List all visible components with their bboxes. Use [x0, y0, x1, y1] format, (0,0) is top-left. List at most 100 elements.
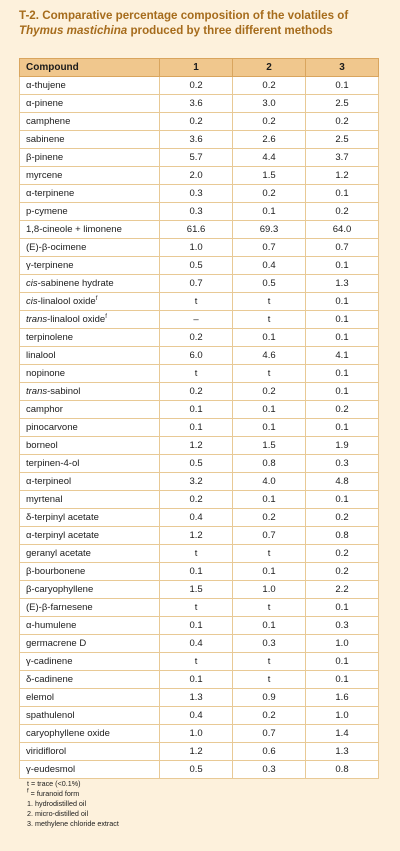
compound-name: spathulenol: [26, 710, 75, 721]
value-cell-method-2: 0.1: [232, 400, 306, 419]
compound-cell: sabinene: [18, 130, 161, 149]
value-cell-method-2: 0.7: [232, 238, 306, 257]
compound-prefix: trans: [26, 386, 48, 397]
value-cell-method-2: 1.5: [232, 436, 306, 455]
compound-cell: cis-sabinene hydrate: [18, 274, 161, 293]
value-cell-method-2: 2.6: [232, 130, 306, 149]
value-cell-method-2: 0.1: [232, 328, 306, 347]
compound-name: terpinen-4-ol: [26, 458, 80, 469]
compound-name: linalool: [26, 350, 56, 361]
value-cell-method-3: 1.9: [305, 436, 379, 455]
table-row: δ-cadinene 0.1 t 0.1: [18, 670, 379, 689]
value-cell-method-2: 69.3: [232, 220, 306, 239]
value-cell-method-2: t: [232, 364, 306, 383]
compound-cell: camphor: [18, 400, 161, 419]
value-cell-method-2: 0.6: [232, 742, 306, 761]
compound-name: δ-terpinyl acetate: [26, 512, 99, 523]
compound-name: α-terpinyl acetate: [26, 530, 100, 541]
compound-cell: trans-sabinol: [18, 382, 161, 401]
value-cell-method-1: 0.1: [159, 616, 234, 635]
table-row: myrtenal 0.2 0.1 0.1: [18, 490, 379, 509]
value-cell-method-1: 0.4: [159, 706, 234, 725]
table-row: geranyl acetate t t 0.2: [18, 544, 379, 563]
value-cell-method-2: t: [232, 670, 306, 689]
value-cell-method-2: 0.2: [232, 184, 306, 203]
value-cell-method-3: 0.1: [305, 256, 379, 275]
value-cell-method-3: 2.2: [305, 580, 379, 599]
compound-cell: caryophyllene oxide: [18, 724, 161, 743]
table-row: γ-eudesmol 0.5 0.3 0.8: [18, 760, 379, 779]
table-row: α-humulene 0.1 0.1 0.3: [18, 616, 379, 635]
table-row: γ-terpinene 0.5 0.4 0.1: [18, 256, 379, 275]
table-row: α-terpinyl acetate 1.2 0.7 0.8: [18, 526, 379, 545]
value-cell-method-3: 1.0: [305, 634, 379, 653]
table-row: γ-cadinene t t 0.1: [18, 652, 379, 671]
table-row: α-terpinene 0.3 0.2 0.1: [18, 184, 379, 203]
header-method-1: 1: [159, 58, 234, 77]
value-cell-method-2: 1.5: [232, 166, 306, 185]
value-cell-method-1: t: [159, 292, 234, 311]
value-cell-method-3: 0.1: [305, 292, 379, 311]
value-cell-method-1: 1.2: [159, 436, 234, 455]
title-text-2: produced by three different methods: [127, 24, 333, 37]
compound-name: pinocarvone: [26, 422, 78, 433]
value-cell-method-1: 0.5: [159, 760, 234, 779]
compound-name: β-bourbonene: [26, 566, 86, 577]
compound-cell: α-terpineol: [18, 472, 161, 491]
compound-prefix: cis: [26, 296, 38, 307]
compound-cell: nopinone: [18, 364, 161, 383]
compound-cell: camphene: [18, 112, 161, 131]
table-row: terpinen-4-ol 0.5 0.8 0.3: [18, 454, 379, 473]
value-cell-method-3: 0.2: [305, 112, 379, 131]
compound-name: myrcene: [26, 170, 63, 181]
value-cell-method-3: 0.2: [305, 202, 379, 221]
compound-name: borneol: [26, 440, 58, 451]
value-cell-method-2: 0.2: [232, 112, 306, 131]
table-row: linalool 6.0 4.6 4.1: [18, 346, 379, 365]
compound-cell: 1,8-cineole + limonene: [18, 220, 161, 239]
value-cell-method-1: 0.2: [159, 112, 234, 131]
value-cell-method-1: 5.7: [159, 148, 234, 167]
footnotes: t = trace (<0.1%) f = furanoid form 1. h…: [27, 779, 367, 829]
compound-cell: γ-cadinene: [18, 652, 161, 671]
value-cell-method-3: 0.1: [305, 490, 379, 509]
title-species: Thymus mastichina: [19, 24, 128, 37]
footnote-furanoid-mark: f: [27, 788, 29, 795]
value-cell-method-3: 0.8: [305, 760, 379, 779]
value-cell-method-2: 0.2: [232, 508, 306, 527]
value-cell-method-3: 0.2: [305, 400, 379, 419]
footnote-furanoid: f = furanoid form: [27, 789, 367, 799]
value-cell-method-3: 0.1: [305, 670, 379, 689]
compound-name: α-terpineol: [26, 476, 72, 487]
compound-name: β-pinene: [26, 152, 64, 163]
value-cell-method-1: 0.1: [159, 400, 234, 419]
value-cell-method-3: 0.1: [305, 652, 379, 671]
value-cell-method-2: 0.1: [232, 616, 306, 635]
value-cell-method-2: t: [232, 544, 306, 563]
value-cell-method-1: 0.1: [159, 418, 234, 437]
furanoid-mark: f: [105, 313, 107, 320]
table-row: viridiflorol 1.2 0.6 1.3: [18, 742, 379, 761]
value-cell-method-2: 0.3: [232, 760, 306, 779]
compound-cell: β-caryophyllene: [18, 580, 161, 599]
value-cell-method-3: 0.2: [305, 562, 379, 581]
value-cell-method-2: 1.0: [232, 580, 306, 599]
value-cell-method-2: 0.1: [232, 202, 306, 221]
value-cell-method-1: 0.2: [159, 76, 234, 95]
compound-cell: terpinen-4-ol: [18, 454, 161, 473]
value-cell-method-3: 2.5: [305, 130, 379, 149]
compound-name: myrtenal: [26, 494, 63, 505]
table-row: cis-linalool oxidef t t 0.1: [18, 292, 379, 311]
table-row: α-thujene 0.2 0.2 0.1: [18, 76, 379, 95]
compound-name: viridiflorol: [26, 746, 67, 757]
value-cell-method-2: 4.4: [232, 148, 306, 167]
compound-cell: α-thujene: [18, 76, 161, 95]
title-text-1: T-2. Comparative percentage composition …: [19, 9, 349, 22]
compound-cell: germacrene D: [18, 634, 161, 653]
compound-cell: α-humulene: [18, 616, 161, 635]
compound-name: -sabinol: [47, 386, 81, 397]
compound-cell: α-pinene: [18, 94, 161, 113]
compound-cell: cis-linalool oxidef: [18, 292, 161, 311]
value-cell-method-1: 0.5: [159, 454, 234, 473]
value-cell-method-3: 0.1: [305, 310, 379, 329]
